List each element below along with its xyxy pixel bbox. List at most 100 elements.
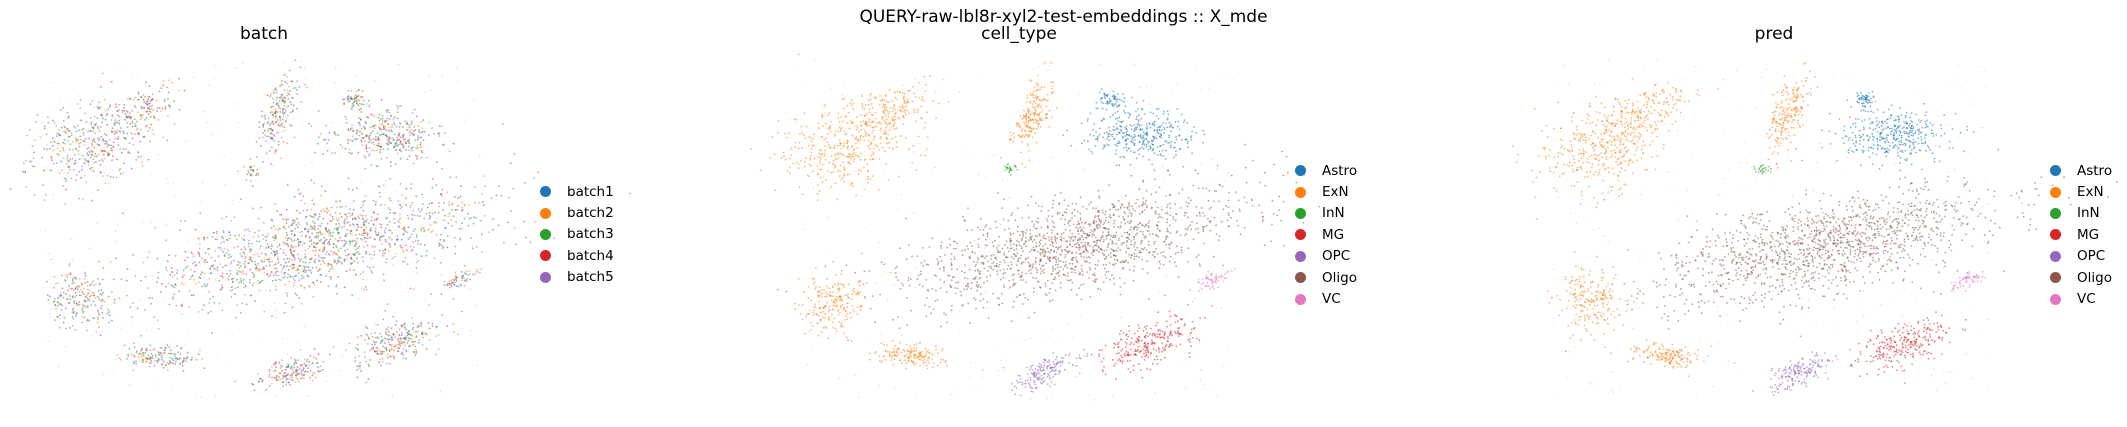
scatter-point [1185,201,1188,204]
scatter-point [993,257,996,259]
scatter-point [330,263,333,266]
scatter-point [75,174,78,176]
scatter-point [1120,235,1123,238]
scatter-point [67,289,69,292]
scatter-point [1013,300,1015,303]
scatter-point [395,145,398,148]
scatter-point [327,264,329,267]
scatter-point [286,265,288,268]
scatter-point [265,289,267,291]
scatter-point [1166,227,1169,230]
scatter-point [72,259,74,261]
scatter-point [297,241,300,243]
scatter-point [78,290,81,293]
scatter-point [123,162,126,165]
scatter-point [63,139,66,141]
scatter-point [412,146,414,149]
scatter-point [242,273,245,276]
scatter-point [358,233,361,236]
scatter-point [1205,187,1208,190]
scatter-point [122,130,124,133]
scatter-point [1180,249,1183,252]
scatter-point [417,208,420,211]
scatter-point [454,274,457,277]
scatter-point [1198,212,1201,215]
scatter-point [411,149,413,152]
scatter-point [1128,238,1131,241]
scatter-point [175,304,178,307]
scatter-point [355,129,358,132]
scatter-point [249,256,252,259]
scatter-point [43,169,46,172]
scatter-point [162,136,165,139]
scatter-point [1074,235,1077,238]
scatter-point [246,263,248,265]
scatter-point [280,97,283,100]
scatter-point [1096,242,1098,244]
scatter-point [291,110,294,113]
scatter-point [473,99,475,101]
scatter-point [209,297,212,300]
scatter-point [112,176,115,179]
scatter-point [275,283,277,285]
scatter-point [214,268,217,270]
scatter-point [923,260,926,262]
scatter-point [1222,208,1225,211]
scatter-point [339,257,342,259]
scatter-point [178,108,181,111]
scatter-point [1135,233,1137,236]
scatter-point [150,111,152,113]
scatter-point [415,234,418,237]
scatter-point [1031,220,1034,223]
scatter-point [324,253,327,256]
scatter-point [210,256,213,259]
scatter-point [66,298,69,301]
scatter-point [1017,257,1020,260]
scatter-point [355,138,357,141]
scatter-point [104,109,107,112]
scatter-point [1079,246,1081,248]
scatter-point [156,110,158,113]
scatter-point [334,260,337,263]
scatter-point [364,356,366,358]
scatter-point [294,227,297,230]
scatter-point [152,133,155,136]
scatter-point [243,239,246,242]
scatter-point [219,288,222,291]
scatter-point [93,106,95,108]
scatter-point [287,92,289,95]
scatter-point [158,107,161,109]
scatter-point [243,286,246,289]
scatter-point [364,326,367,328]
scatter-point [345,122,348,124]
scatter-point [92,335,94,337]
scatter-point [86,288,89,291]
scatter-point [1061,249,1063,251]
scatter-point [274,152,276,155]
scatter-point [1061,250,1064,253]
scatter-point [276,252,279,255]
scatter-point [310,179,313,182]
scatter-point [65,293,67,296]
scatter-point [990,267,992,270]
scatter-point [243,252,246,254]
scatter-point [932,308,935,311]
scatter-point [166,86,168,89]
scatter-point [285,378,288,380]
scatter-point [440,293,443,295]
scatter-point [305,257,308,260]
scatter-point [151,93,154,96]
scatter-point [337,257,340,260]
scatter-point [286,295,289,297]
scatter-point [154,359,156,362]
scatter-point [107,295,110,298]
scatter-point [1107,253,1110,256]
scatter-point [77,103,79,105]
scatter-point [355,96,357,99]
scatter-point [370,219,373,222]
scatter-point [311,379,314,382]
scatter-point [59,161,61,163]
scatter-point [475,305,478,307]
scatter-point [1046,220,1049,222]
scatter-point [313,259,316,262]
